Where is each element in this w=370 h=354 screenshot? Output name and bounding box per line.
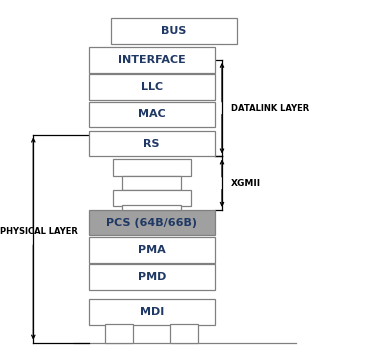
Text: BUS: BUS [161, 26, 186, 36]
Text: DATALINK LAYER: DATALINK LAYER [231, 104, 309, 113]
Bar [113, 159, 191, 176]
Text: XGMII: XGMII [231, 179, 261, 188]
Bar [111, 18, 237, 44]
Bar [89, 102, 215, 127]
Text: PCS (64B/66B): PCS (64B/66B) [106, 218, 197, 228]
Text: MDI: MDI [139, 307, 164, 317]
Bar [89, 299, 215, 325]
Bar [113, 190, 191, 206]
Bar [170, 324, 198, 343]
Bar [89, 210, 215, 235]
Bar [122, 176, 181, 190]
Text: MAC: MAC [138, 109, 166, 119]
Bar [89, 47, 215, 73]
Text: PMD: PMD [138, 272, 166, 282]
Bar [89, 131, 215, 156]
Text: LLC: LLC [141, 82, 163, 92]
Bar [89, 237, 215, 263]
Text: PMA: PMA [138, 245, 166, 255]
Bar [89, 74, 215, 100]
Bar [122, 205, 181, 210]
Bar [89, 264, 215, 290]
Text: RS: RS [144, 139, 160, 149]
Bar [105, 324, 133, 343]
Text: PHYSICAL LAYER: PHYSICAL LAYER [0, 227, 78, 236]
Text: INTERFACE: INTERFACE [118, 55, 186, 65]
